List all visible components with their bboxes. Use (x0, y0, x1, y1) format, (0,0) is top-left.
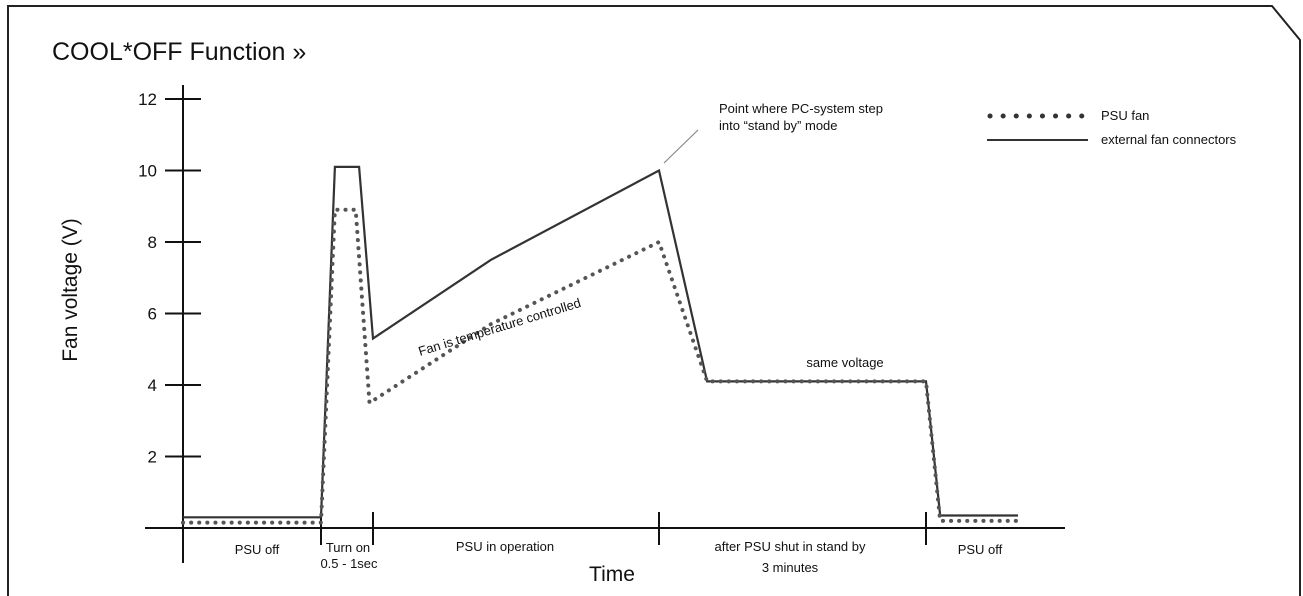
phase-sublabel-turn-on: 0.5 - 1sec (320, 556, 378, 571)
series-psu-fan (181, 207, 1020, 525)
phase-separators (320, 512, 927, 545)
y-tick-label-2: 2 (148, 448, 157, 467)
legend-label-external-fan-connectors: external fan connectors (1101, 132, 1237, 147)
legend: PSU fan external fan connectors (987, 108, 1237, 147)
annotation-standby-line-1: Point where PC-system step (719, 101, 883, 116)
annotation-temperature-controlled: Fan is temperature controlled (416, 295, 582, 359)
y-tick-label-4: 4 (148, 376, 157, 395)
phase-label-psu-in-operation: PSU in operation (456, 539, 554, 554)
annotation-standby-line-2: into “stand by” mode (719, 118, 838, 133)
chart-frame (7, 5, 1301, 596)
phase-label-standby: after PSU shut in stand by (714, 539, 866, 554)
y-tick-label-12: 12 (138, 90, 157, 109)
series-external-fan-connectors (183, 165, 1018, 519)
y-axis-title: Fan voltage (V) (59, 218, 82, 362)
legend-label-psu-fan: PSU fan (1101, 108, 1149, 123)
annotation-same-voltage: same voltage (806, 355, 883, 370)
y-tick-label-10: 10 (138, 162, 157, 181)
chart-title: COOL*OFF Function » (52, 38, 306, 66)
phase-label-psu-off-2: PSU off (958, 542, 1003, 557)
phase-label-turn-on: Turn on (326, 540, 370, 555)
y-ticks: 2 4 6 8 10 12 (138, 90, 201, 467)
x-axis-title: Time (589, 563, 635, 586)
y-tick-label-8: 8 (148, 233, 157, 252)
y-tick-label-6: 6 (148, 305, 157, 324)
phase-sublabel-standby: 3 minutes (762, 560, 819, 575)
phase-label-psu-off-1: PSU off (235, 542, 280, 557)
annotation-leader-line (663, 129, 699, 164)
